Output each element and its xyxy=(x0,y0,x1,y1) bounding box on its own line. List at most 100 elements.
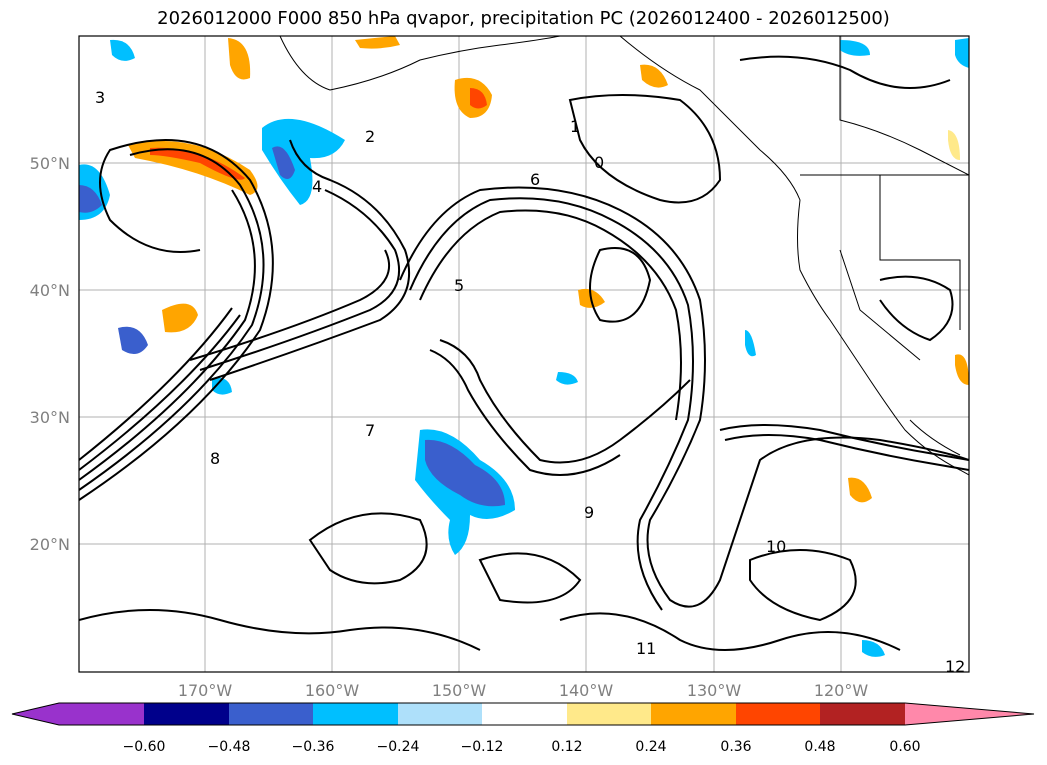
colorbar-segment xyxy=(144,703,229,725)
lon-label-140w: 140°W xyxy=(559,681,614,700)
negative-anomaly-patch xyxy=(862,640,885,657)
lat-label-20n: 20°N xyxy=(30,535,70,554)
positive-anomaly-patch xyxy=(955,354,969,385)
negative-anomaly-patch xyxy=(262,118,345,205)
contour-label: 3 xyxy=(95,88,105,107)
contour-line xyxy=(409,197,694,611)
colorbar-segment xyxy=(820,703,905,725)
contour-labels: 3 2 4 6 1 0 5 7 8 9 10 11 12 xyxy=(95,88,965,676)
lon-label-170w: 170°W xyxy=(178,681,233,700)
contour-label: 8 xyxy=(210,449,220,468)
contour-line xyxy=(419,209,682,421)
colorbar-segment xyxy=(313,703,398,725)
map-frame xyxy=(78,35,970,673)
contour-line xyxy=(439,339,691,464)
qvapor-contours xyxy=(79,55,969,651)
contour-label: 9 xyxy=(584,503,594,522)
state-border xyxy=(839,249,921,361)
contour-line xyxy=(429,349,621,476)
colorbar-tick-label: −0.60 xyxy=(123,739,166,755)
contour-line xyxy=(308,512,428,585)
contour-line xyxy=(189,249,390,361)
negative-anomaly-patch xyxy=(745,330,756,357)
positive-anomaly-patch xyxy=(948,130,960,160)
contour-label: 11 xyxy=(636,639,656,658)
contour-line xyxy=(568,94,722,204)
contour-line xyxy=(79,148,265,491)
colorbar-segment xyxy=(59,703,144,725)
mexico-border xyxy=(909,419,961,456)
lon-label-120w: 120°W xyxy=(814,681,869,700)
contour-line xyxy=(589,247,652,323)
contour-line xyxy=(199,189,400,371)
contour-line xyxy=(879,275,954,342)
positive-anomaly-patch xyxy=(150,147,245,180)
colorbar-extension-high xyxy=(905,703,1034,725)
colorbar-segment xyxy=(398,703,482,725)
colorbar: −0.60 −0.48 −0.36 −0.24 −0.12 0.12 0.24 … xyxy=(11,702,1035,755)
positive-anomaly-patch xyxy=(355,36,400,49)
state-border xyxy=(879,175,961,330)
colorbar-tick-label: 0.24 xyxy=(635,739,666,755)
colorbar-segment xyxy=(651,703,736,725)
colorbar-tick-label: −0.48 xyxy=(208,739,251,755)
negative-anomaly-patch xyxy=(840,40,870,56)
contour-line xyxy=(399,186,969,608)
contour-label: 2 xyxy=(365,127,375,146)
contour-label: 12 xyxy=(945,657,965,676)
lon-label-130w: 130°W xyxy=(687,681,742,700)
negative-anomaly-patch xyxy=(110,39,135,61)
contour-label: 6 xyxy=(530,170,540,189)
north-america-coastline xyxy=(619,36,969,476)
positive-anomaly-patch xyxy=(848,477,872,503)
contour-label: 5 xyxy=(454,276,464,295)
contour-label: 10 xyxy=(766,537,786,556)
page-title: 2026012000 F000 850 hPa qvapor, precipit… xyxy=(157,8,890,29)
alaska-coastline xyxy=(279,36,561,91)
contour-line xyxy=(79,314,241,471)
coastlines xyxy=(279,36,969,476)
lat-label-50n: 50°N xyxy=(30,154,70,173)
lat-label-40n: 40°N xyxy=(30,281,70,300)
negative-anomaly-patch xyxy=(212,377,232,395)
negative-anomaly-patch xyxy=(272,146,295,179)
contour-label: 1 xyxy=(570,117,580,136)
lon-label-160w: 160°W xyxy=(305,681,360,700)
colorbar-tick-label: −0.12 xyxy=(461,739,504,755)
negative-anomaly-patch xyxy=(955,38,969,68)
map-background xyxy=(79,36,969,672)
colorbar-segment xyxy=(567,703,651,725)
colorbar-tick-label: 0.48 xyxy=(804,739,835,755)
contour-line xyxy=(719,424,969,461)
contour-line xyxy=(79,307,233,461)
lat-labels: 50°N 40°N 30°N 20°N xyxy=(30,154,70,554)
contour-line xyxy=(559,612,901,651)
negative-anomaly-patch xyxy=(79,185,102,213)
contour-line xyxy=(79,609,481,651)
colorbar-tick-label: 0.12 xyxy=(551,739,582,755)
contour-line xyxy=(724,434,969,471)
negative-anomaly-patch xyxy=(118,326,148,354)
contour-line xyxy=(739,55,951,89)
state-border xyxy=(839,36,969,176)
lon-label-150w: 150°W xyxy=(432,681,487,700)
contour-line xyxy=(749,549,857,622)
colorbar-tick-label: 0.60 xyxy=(889,739,920,755)
colorbar-segment xyxy=(229,703,313,725)
colorbar-tick-label: −0.24 xyxy=(377,739,420,755)
contour-label: 7 xyxy=(365,421,375,440)
positive-anomaly-patch xyxy=(162,303,198,333)
positive-anomaly-patch xyxy=(470,88,487,109)
colorbar-tick-label: 0.36 xyxy=(720,739,751,755)
colorbar-extension-low xyxy=(12,703,59,725)
lat-label-30n: 30°N xyxy=(30,408,70,427)
contour-line xyxy=(79,189,256,481)
colorbar-segment xyxy=(482,703,567,725)
contour-line xyxy=(79,139,274,501)
contour-label: 0 xyxy=(594,153,604,172)
contour-label: 4 xyxy=(312,177,322,196)
colorbar-outline xyxy=(11,702,1035,726)
colorbar-segment xyxy=(736,703,820,725)
negative-anomaly-patch xyxy=(556,372,578,385)
